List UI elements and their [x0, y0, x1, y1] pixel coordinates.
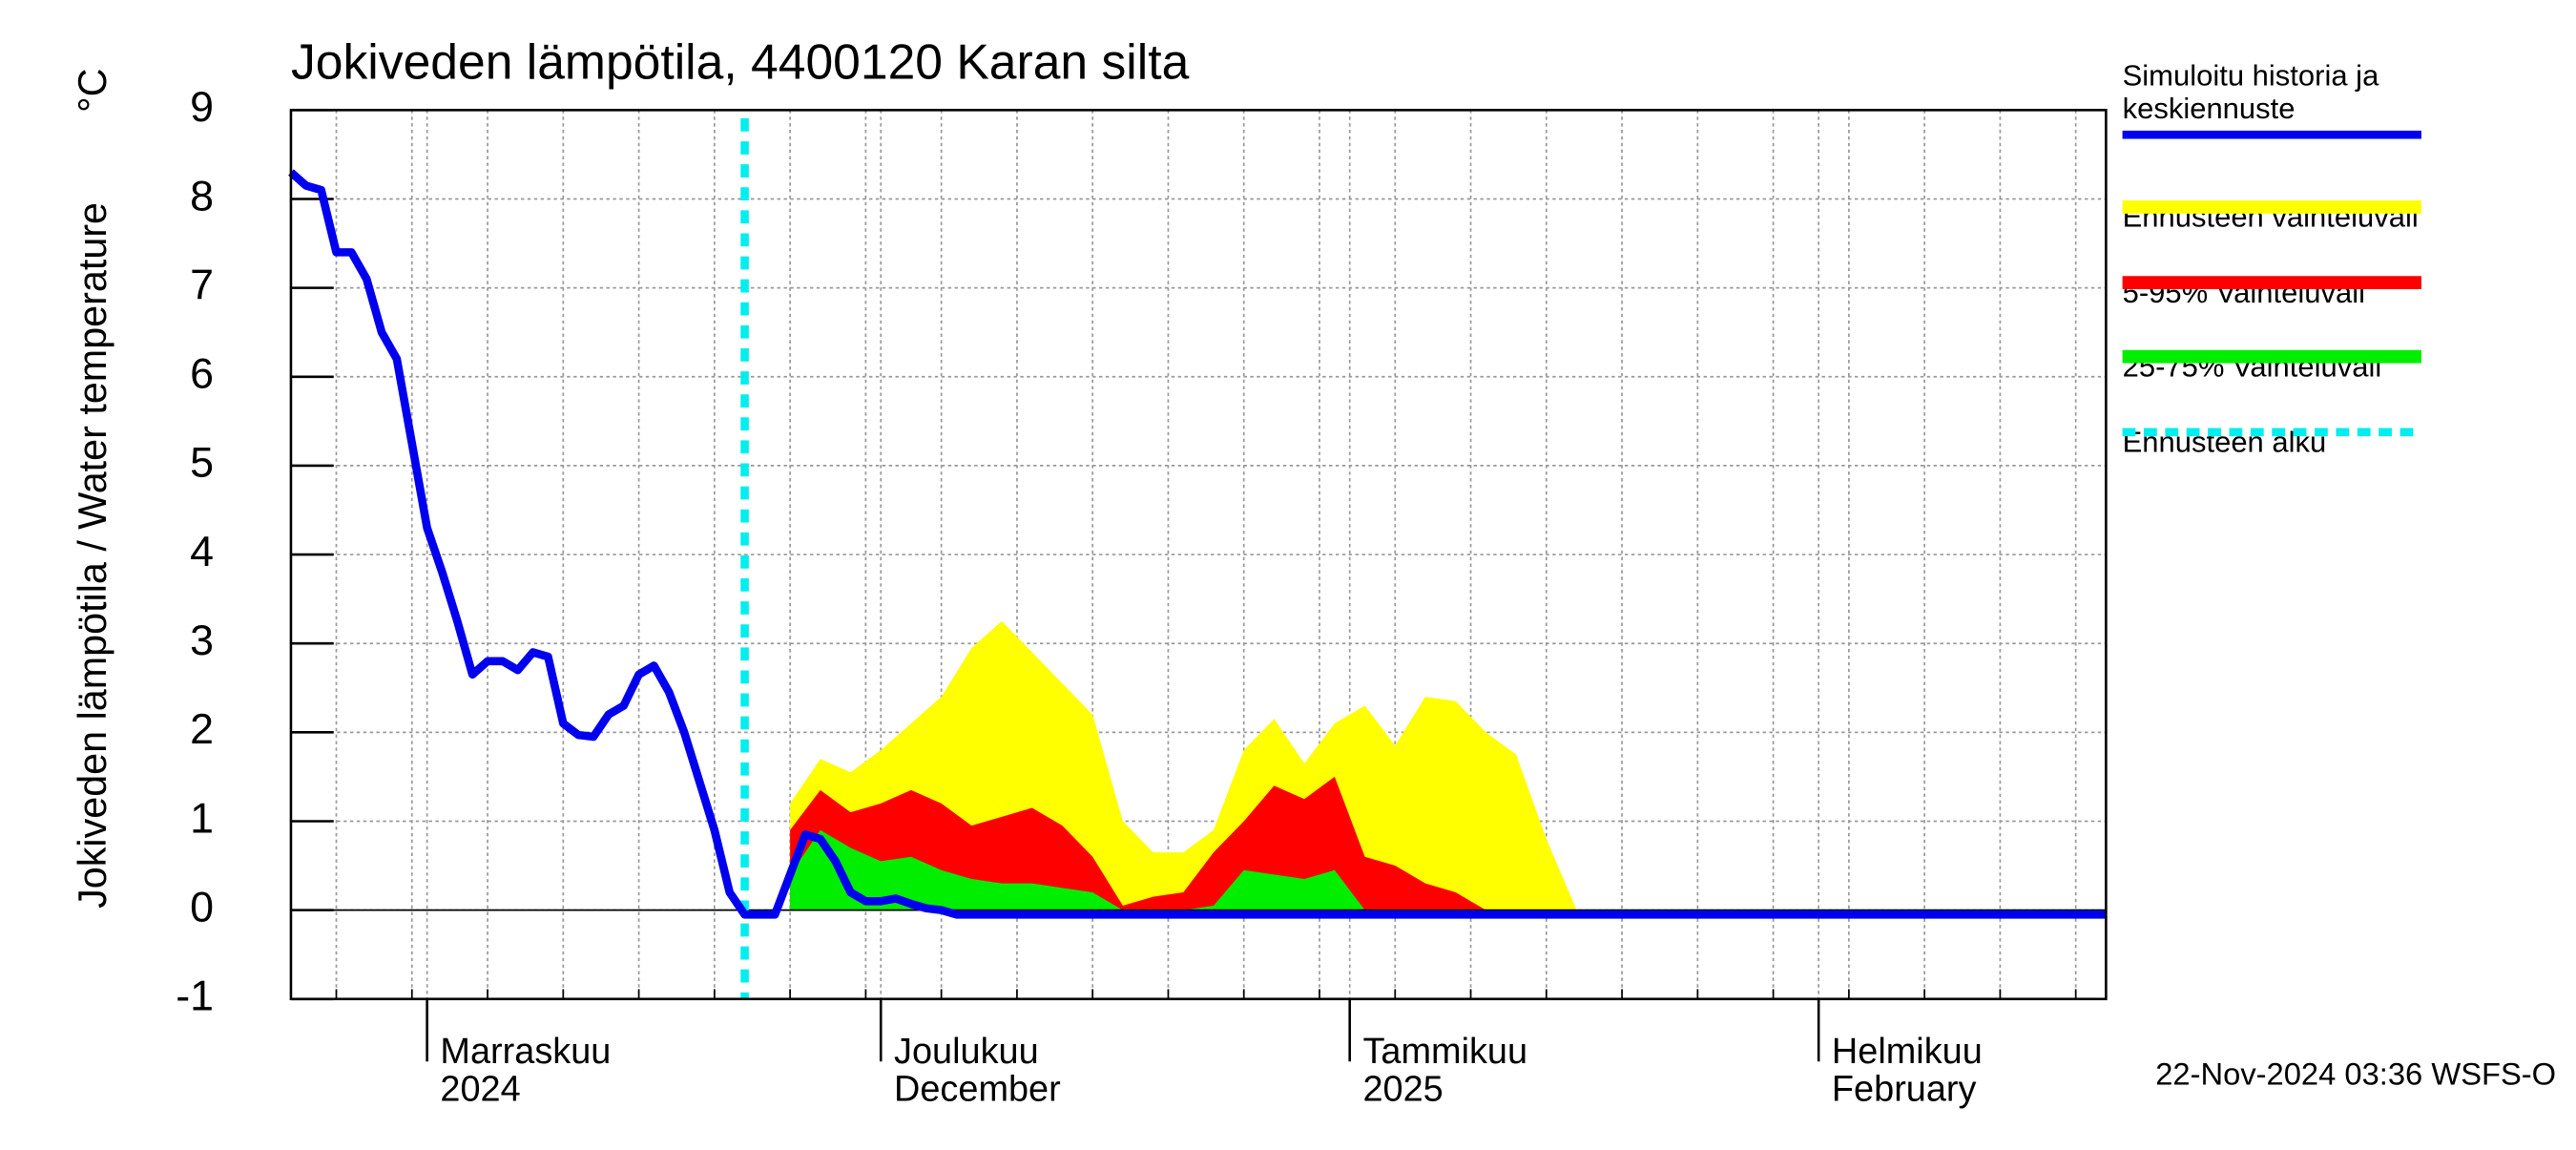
x-tick-label-box: Tammikuu 2025	[1362, 1032, 1528, 1110]
x-tick-label: Marraskuu 2024	[440, 1032, 612, 1110]
y-axis-label: Jokiveden lämpötila / Water temperature	[71, 202, 114, 909]
legend-label-box: Simuloitu historia ja keskiennuste	[2122, 59, 2379, 126]
y-axis-unit: °C	[71, 69, 114, 113]
y-tick-label: 1	[190, 794, 214, 842]
x-tick-label-box: Joulukuu December	[894, 1032, 1061, 1110]
x-tick-label-box: Helmikuu February	[1831, 1032, 1983, 1110]
timestamp: 22-Nov-2024 03:36 WSFS-O	[2155, 1056, 2556, 1091]
legend-label-box: 5-95% Vaihteluväli	[2122, 276, 2366, 310]
x-tick-label: Joulukuu December	[894, 1032, 1061, 1110]
legend-label: Ennusteen vaihteluväli	[2122, 200, 2419, 234]
y-tick-label: 7	[190, 261, 214, 308]
y-tick-label: 8	[190, 172, 214, 220]
y-tick-label: 5	[190, 439, 214, 487]
x-tick-label-box: Marraskuu 2024	[440, 1032, 612, 1110]
legend-label-box: Ennusteen alku	[2122, 426, 2327, 459]
y-tick-label: 3	[190, 617, 214, 664]
y-tick-label: 6	[190, 350, 214, 398]
y-tick-label: 0	[190, 883, 214, 930]
legend-label-box: 25-75% Vaihteluväli	[2122, 350, 2382, 384]
y-tick-label: 2	[190, 705, 214, 753]
y-tick-label: 9	[190, 83, 214, 131]
y-tick-label: 4	[190, 528, 214, 575]
legend-label: 25-75% Vaihteluväli	[2122, 350, 2382, 384]
plot-frame	[289, 109, 2108, 1001]
legend-label: Simuloitu historia ja keskiennuste	[2122, 59, 2379, 126]
forecast-band	[790, 776, 1577, 910]
y-tick-label: -1	[176, 972, 214, 1020]
legend-label-box: Ennusteen vaihteluväli	[2122, 200, 2419, 234]
x-tick-label: Helmikuu February	[1831, 1032, 1983, 1110]
forecast-band	[790, 829, 1577, 910]
series-line	[288, 169, 2107, 919]
x-tick-label: Tammikuu 2025	[1362, 1032, 1528, 1110]
legend-label: 5-95% Vaihteluväli	[2122, 276, 2366, 310]
chart-title: Jokiveden lämpötila, 4400120 Karan silta	[291, 34, 1190, 90]
legend-label: Ennusteen alku	[2122, 426, 2327, 459]
